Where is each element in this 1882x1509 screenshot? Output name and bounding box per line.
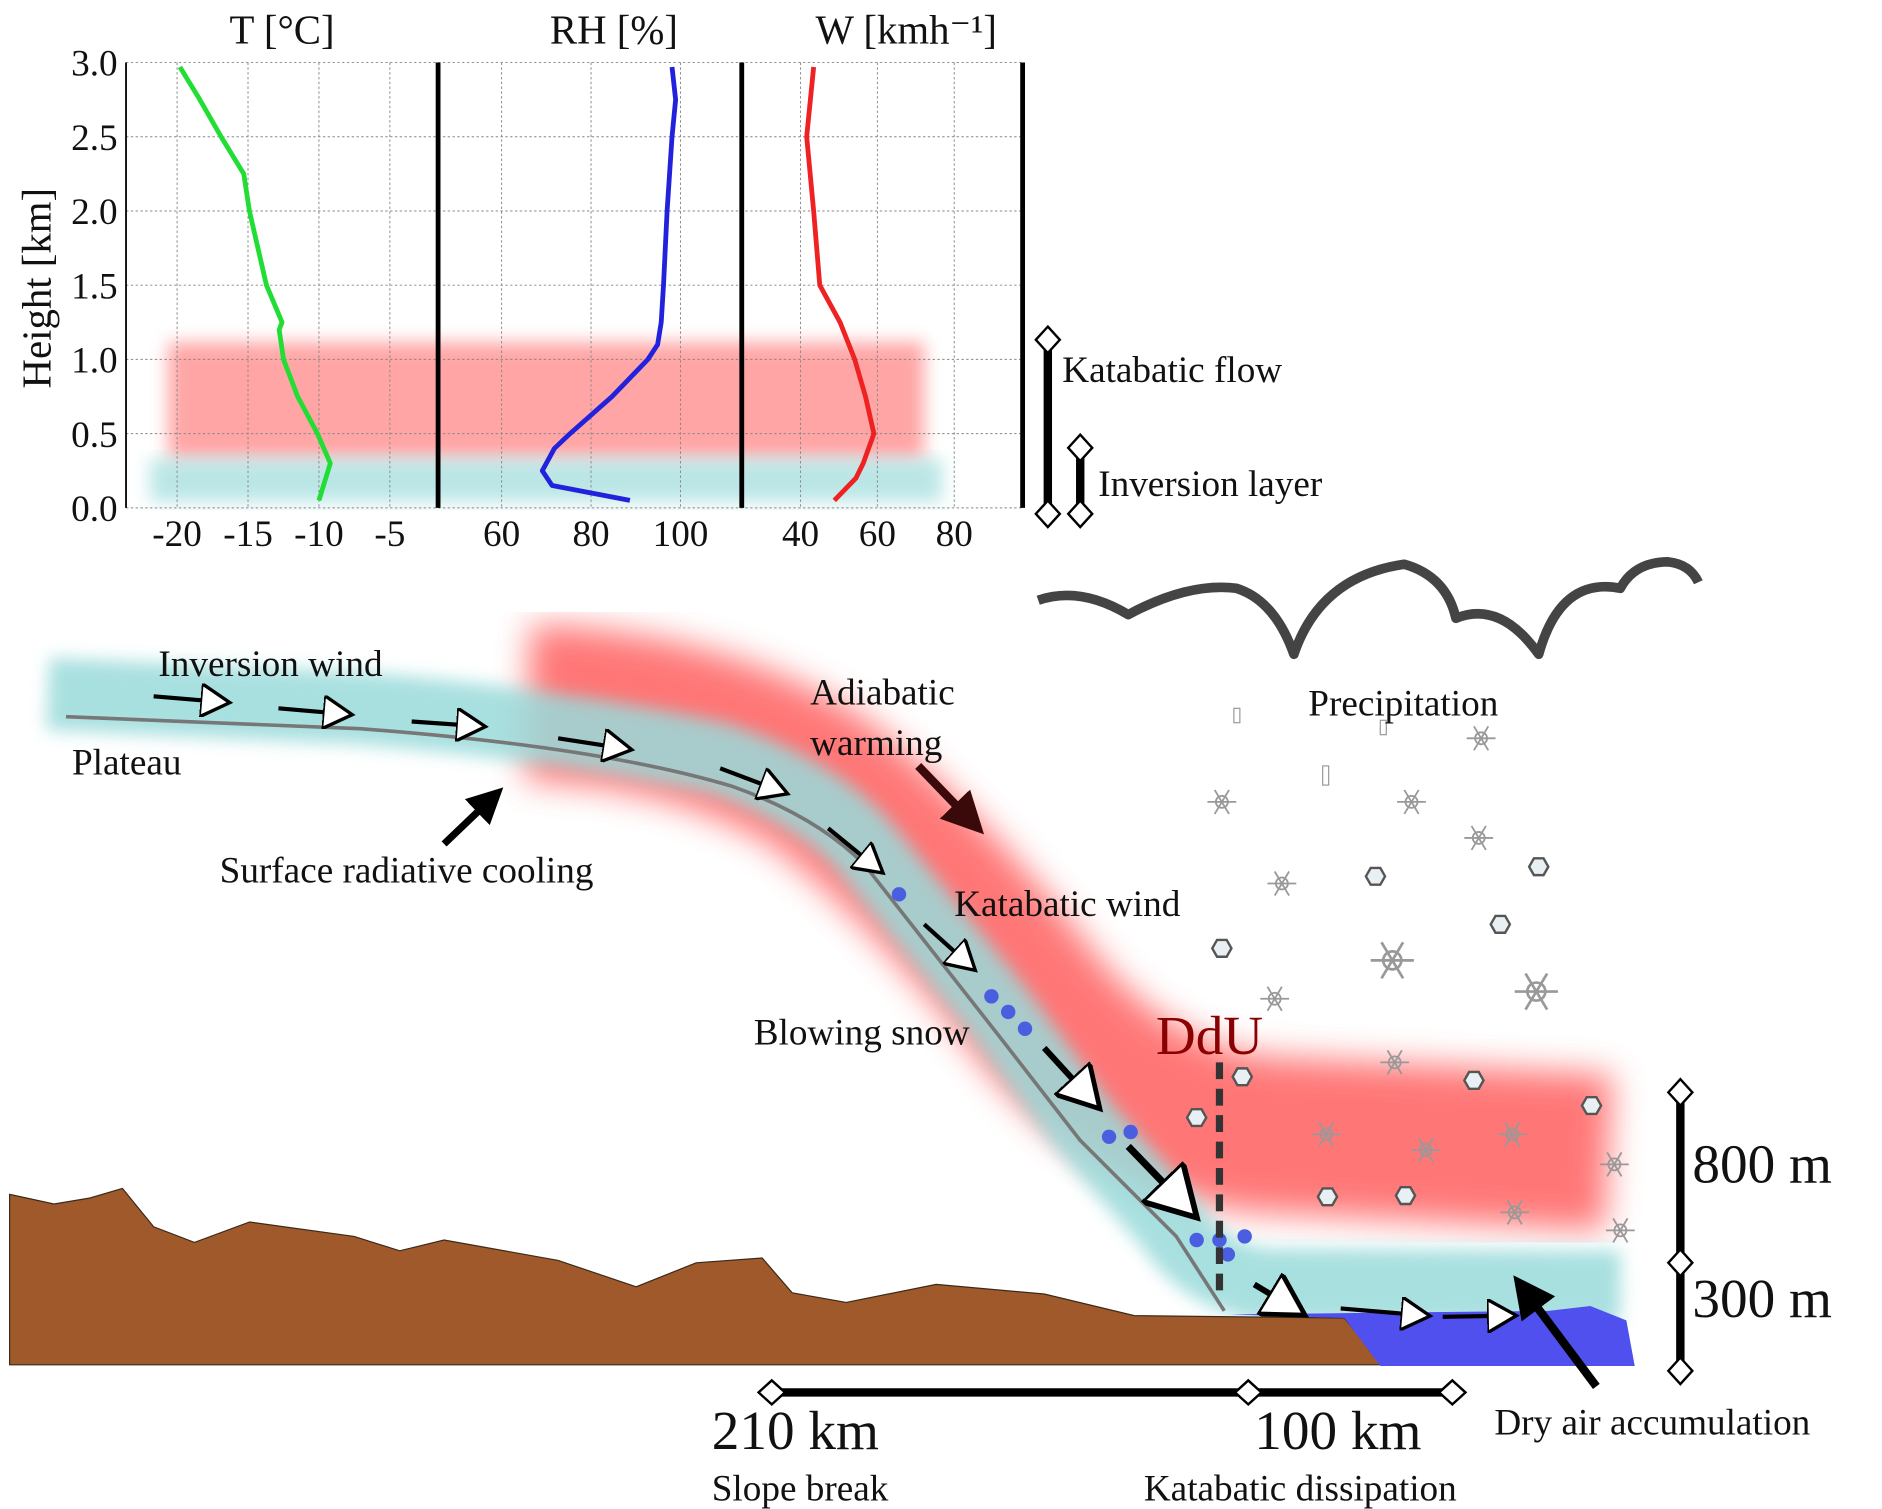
cloud bbox=[1038, 562, 1698, 654]
x-tick-label: 60 bbox=[859, 514, 896, 555]
label: Adiabatic bbox=[810, 673, 955, 714]
label: Katabatic wind bbox=[954, 884, 1181, 925]
y-tick-label: 0.5 bbox=[71, 415, 117, 456]
cooling-arrow bbox=[444, 792, 498, 844]
x-tick-label: -10 bbox=[294, 514, 344, 555]
x-tick-label: 60 bbox=[483, 514, 520, 555]
figure: 0.0 0.5 1.0 1.5 2.0 2.5 3.0 T [°C] -20 -15 -10 -5 RH… bbox=[0, 0, 1882, 1509]
label: Inversion wind bbox=[158, 644, 383, 685]
label: Inversion layer bbox=[1098, 464, 1323, 505]
label: 210 km bbox=[712, 1400, 879, 1461]
station-label: DdU bbox=[1156, 1005, 1263, 1066]
panel-title: T [°C] bbox=[230, 7, 335, 52]
label: warming bbox=[810, 723, 942, 764]
label: Surface radiative cooling bbox=[220, 850, 594, 891]
y-tick-label: 1.0 bbox=[71, 341, 117, 382]
x-tick-label: 40 bbox=[782, 514, 819, 555]
label: 300 m bbox=[1692, 1268, 1832, 1329]
y-tick-label: 2.0 bbox=[71, 192, 117, 233]
x-tick-label: -5 bbox=[374, 514, 405, 555]
x-tick-label: -15 bbox=[223, 514, 273, 555]
label: Blowing snow bbox=[754, 1012, 970, 1053]
x-tick-label: 100 bbox=[653, 514, 709, 555]
label: Plateau bbox=[72, 742, 181, 783]
label: Dry air accumulation bbox=[1494, 1402, 1810, 1443]
y-tick-label: 0.0 bbox=[71, 489, 117, 530]
label: Precipitation bbox=[1308, 683, 1498, 724]
x-tick-label: 80 bbox=[936, 514, 973, 555]
label: Katabatic dissipation bbox=[1144, 1468, 1457, 1509]
x-tick-label: 80 bbox=[572, 514, 609, 555]
label: 100 km bbox=[1254, 1400, 1421, 1461]
label: Slope break bbox=[712, 1468, 889, 1509]
y-tick-label: 3.0 bbox=[71, 44, 117, 85]
panel-title: W [kmh⁻¹] bbox=[815, 7, 996, 52]
label: 800 m bbox=[1692, 1133, 1832, 1194]
y-axis-label: Height [km] bbox=[14, 188, 59, 389]
y-tick-label: 1.5 bbox=[71, 266, 117, 307]
label: Katabatic flow bbox=[1062, 350, 1282, 391]
x-tick-label: -20 bbox=[152, 514, 202, 555]
y-tick-label: 2.5 bbox=[71, 118, 117, 159]
panel-title: RH [%] bbox=[550, 7, 678, 52]
